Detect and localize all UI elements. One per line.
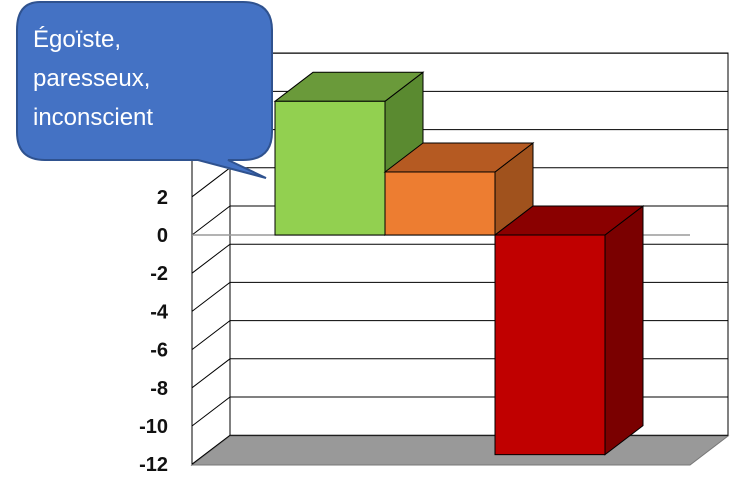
y-tick-label: 2: [157, 187, 168, 209]
y-tick-label: -12: [139, 454, 168, 476]
bar-front: [274, 100, 386, 236]
y-tick-label: -8: [150, 378, 168, 400]
speech-bubble-shape: [16, 0, 273, 179]
bars: [273, 71, 645, 456]
bar-1: [273, 71, 425, 237]
bar-2: [383, 141, 535, 237]
y-tick-label: -10: [139, 416, 168, 438]
y-tick-label: 0: [157, 225, 168, 247]
y-tick-label: -6: [150, 340, 168, 362]
y-axis-ticks: 2 0 -2 -4 -6 -8 -10 -12: [139, 187, 169, 476]
bar-3: [493, 204, 645, 456]
bar-front: [384, 171, 496, 236]
bubble-line-3: inconscient: [33, 104, 153, 131]
y-tick-label: -2: [150, 263, 168, 285]
bar-front: [494, 234, 606, 456]
chart-floor: [190, 435, 730, 466]
speech-bubble: Égoïste, paresseux, inconscient: [16, 0, 273, 179]
bubble-line-2: paresseux,: [33, 65, 150, 92]
bar-side: [604, 204, 644, 456]
bubble-line-1: Égoïste,: [33, 26, 121, 53]
y-tick-label: -4: [150, 301, 169, 323]
